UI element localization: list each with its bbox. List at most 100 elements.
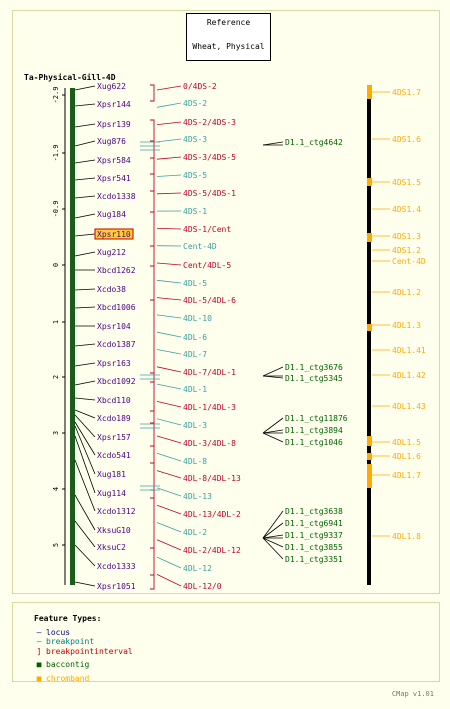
locus-label[interactable]: Xcdo189 (97, 414, 131, 423)
breakpoint-label[interactable]: 4DL-10 (183, 314, 212, 323)
chromband-segment[interactable] (367, 453, 372, 460)
interval-bracket (150, 489, 155, 499)
contig-label[interactable]: D1.1_ctg3855 (285, 543, 343, 552)
chromband-label[interactable]: 4DS1.6 (392, 135, 421, 144)
locus-label[interactable]: Xug212 (97, 248, 126, 257)
chromband-label[interactable]: 4DL1.5 (392, 438, 421, 447)
breakpoint-label[interactable]: 4DL-6 (183, 333, 207, 342)
locus-label[interactable]: Xpsr1051 (97, 582, 136, 591)
chromband-segment[interactable] (367, 233, 372, 242)
locus-label[interactable]: Xpsr157 (97, 433, 131, 442)
contig-label[interactable]: D1.1_ctg11876 (285, 414, 348, 423)
breakpoint-interval-label[interactable]: 4DS-5/4DS-1 (183, 189, 236, 198)
chromband-label[interactable]: 4DL1.43 (392, 402, 426, 411)
locus-label[interactable]: Xpsr163 (97, 359, 131, 368)
breakpoint-interval-label[interactable]: 4DL-13/4DL-2 (183, 510, 241, 519)
breakpoint-interval-label[interactable]: 0/4DS-2 (183, 82, 217, 91)
breakpoint-interval-label[interactable]: 4DL-7/4DL-1 (183, 368, 236, 377)
locus-label[interactable]: XksuG10 (97, 526, 131, 535)
chromband-label[interactable]: 4DL1.3 (392, 321, 421, 330)
chromband-segment[interactable] (367, 464, 372, 488)
breakpoint-interval-label[interactable]: Cent/4DL-5 (183, 261, 231, 270)
chromband-label[interactable]: 4DS1.2 (392, 246, 421, 255)
interval-bracket (150, 445, 155, 464)
locus-highlight (94, 228, 134, 240)
chromosome-bar[interactable] (70, 88, 75, 585)
chromband-segment[interactable] (367, 436, 372, 446)
chromband-label[interactable]: 4DL1.8 (392, 532, 421, 541)
locus-label[interactable]: Xpsr110 (97, 230, 131, 239)
contig-label[interactable]: D1.1_ctg3351 (285, 555, 343, 564)
breakpoint-label[interactable]: 4DL-2 (183, 528, 207, 537)
locus-label[interactable]: Xcdo1387 (97, 340, 136, 349)
chromband-label[interactable]: 4DS1.3 (392, 232, 421, 241)
breakpoint-label[interactable]: 4DL-5 (183, 279, 207, 288)
contig-label[interactable]: D1.1_ctg6941 (285, 519, 343, 528)
locus-label[interactable]: Xpsr144 (97, 100, 131, 109)
chromband-label[interactable]: 4DL1.42 (392, 371, 426, 380)
map-title[interactable]: Ta-Physical-Gill-4D (24, 72, 116, 82)
interval-bracket (150, 140, 155, 159)
locus-label[interactable]: Xbcd1006 (97, 303, 136, 312)
breakpoint-interval-label[interactable]: 4DL-5/4DL-6 (183, 296, 236, 305)
breakpoint-interval-label[interactable]: 4DS-3/4DS-5 (183, 153, 236, 162)
locus-label[interactable]: Xcdo1338 (97, 192, 136, 201)
breakpoint-interval-label[interactable]: 4DL-2/4DL-12 (183, 546, 241, 555)
locus-label[interactable]: Xcdo1333 (97, 562, 136, 571)
locus-label[interactable]: Xbcd1262 (97, 266, 136, 275)
locus-label[interactable]: Xug181 (97, 470, 126, 479)
breakpoint-label[interactable]: 4DL-13 (183, 492, 212, 501)
contig-label[interactable]: D1.1_ctg3638 (285, 507, 343, 516)
chromband-label[interactable]: Cent-4D (392, 257, 426, 266)
breakpoint-interval-label[interactable]: 4DL-1/4DL-3 (183, 403, 236, 412)
locus-label[interactable]: Xpsr139 (97, 120, 131, 129)
chromband-label[interactable]: 4DL1.41 (392, 346, 426, 355)
chromband-segment[interactable] (367, 324, 372, 331)
breakpoint-interval-label[interactable]: 4DS-2/4DS-3 (183, 118, 236, 127)
chromband-segment[interactable] (367, 178, 372, 186)
locus-label[interactable]: Xcdo38 (97, 285, 126, 294)
chromband-label[interactable]: 4DS1.7 (392, 88, 421, 97)
breakpoint-label[interactable]: 4DS-1 (183, 207, 207, 216)
chromband-label[interactable]: 4DS1.4 (392, 205, 421, 214)
breakpoint-interval-label[interactable]: 4DL-8/4DL-13 (183, 474, 241, 483)
locus-label[interactable]: Xug184 (97, 210, 126, 219)
locus-label[interactable]: Xpsr584 (97, 156, 131, 165)
breakpoint-label[interactable]: Cent-4D (183, 242, 217, 251)
breakpoint-label[interactable]: 4DS-5 (183, 171, 207, 180)
chromband-segment[interactable] (367, 85, 372, 99)
breakpoint-label[interactable]: 4DL-3 (183, 421, 207, 430)
chromband-label[interactable]: 4DL1.7 (392, 471, 421, 480)
breakpoint-label[interactable]: 4DL-12 (183, 564, 212, 573)
locus-label[interactable]: Xcdo1312 (97, 507, 136, 516)
contig-label[interactable]: D1.1_ctg1046 (285, 438, 343, 447)
breakpoint-label[interactable]: 4DL-7 (183, 350, 207, 359)
contig-label[interactable]: D1.1_ctg3894 (285, 426, 343, 435)
breakpoint-label[interactable]: 4DS-2 (183, 99, 207, 108)
breakpoint-connector (156, 297, 182, 301)
breakpoint-connector (156, 383, 182, 390)
contig-label[interactable]: D1.1_ctg4642 (285, 138, 343, 147)
breakpoint-label[interactable]: 4DL-1 (183, 385, 207, 394)
chromband-label[interactable]: 4DL1.6 (392, 452, 421, 461)
contig-label[interactable]: D1.1_ctg5345 (285, 374, 343, 383)
contig-label[interactable]: D1.1_ctg3676 (285, 363, 343, 372)
locus-label[interactable]: Xug114 (97, 489, 126, 498)
locus-label[interactable]: XksuC2 (97, 543, 126, 552)
locus-label[interactable]: Xcdo541 (97, 451, 131, 460)
interval-bracket (150, 372, 155, 383)
breakpoint-label[interactable]: 4DL-8 (183, 457, 207, 466)
locus-label[interactable]: Xbcd110 (97, 396, 131, 405)
chromband-label[interactable]: 4DS1.5 (392, 178, 421, 187)
locus-label[interactable]: Xpsr104 (97, 322, 131, 331)
breakpoint-interval-label[interactable]: 4DL-12/0 (183, 582, 222, 591)
locus-label[interactable]: Xug876 (97, 137, 126, 146)
locus-label[interactable]: Xbcd1092 (97, 377, 136, 386)
breakpoint-label[interactable]: 4DS-3 (183, 135, 207, 144)
locus-label[interactable]: Xpsr541 (97, 174, 131, 183)
breakpoint-interval-label[interactable]: 4DS-1/Cent (183, 225, 231, 234)
chromband-label[interactable]: 4DL1.2 (392, 288, 421, 297)
breakpoint-interval-label[interactable]: 4DL-3/4DL-8 (183, 439, 236, 448)
contig-label[interactable]: D1.1_ctg9337 (285, 531, 343, 540)
locus-label[interactable]: Xug622 (97, 82, 126, 91)
